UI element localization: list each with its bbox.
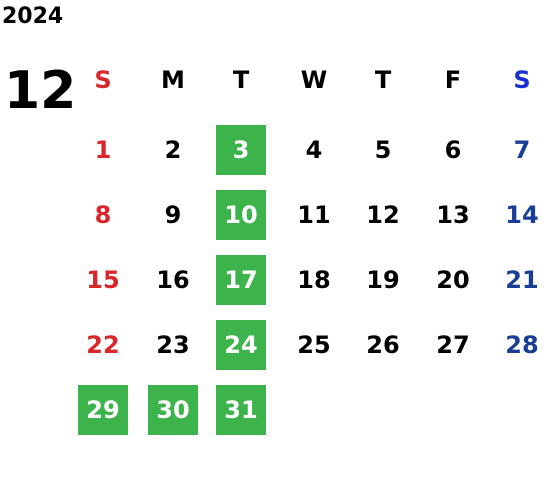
weekday-label: M: [161, 66, 185, 94]
month: 12: [4, 61, 76, 121]
day-number: 6: [445, 136, 462, 164]
day-number: 30: [156, 396, 189, 424]
day-number: 23: [156, 331, 189, 359]
day-number: 28: [505, 331, 538, 359]
day-number: 17: [224, 266, 257, 294]
day-number: 10: [224, 201, 257, 229]
highlight-box: [78, 385, 128, 435]
day-number: 22: [86, 331, 119, 359]
day-number: 21: [505, 266, 538, 294]
day-number: 16: [156, 266, 189, 294]
day-number: 31: [224, 396, 257, 424]
day-number: 11: [297, 201, 330, 229]
day-number: 8: [95, 201, 112, 229]
weekday-label: T: [375, 66, 392, 94]
highlight-box: [216, 320, 266, 370]
day-number: 15: [86, 266, 119, 294]
highlight-box: [216, 125, 266, 175]
weekday-label: S: [94, 66, 111, 94]
day-number: 1: [95, 136, 112, 164]
day-number: 19: [366, 266, 399, 294]
day-number: 3: [233, 136, 250, 164]
day-number: 26: [366, 331, 399, 359]
weekday-label: T: [233, 66, 250, 94]
day-number: 2: [165, 136, 182, 164]
day-number: 24: [224, 331, 257, 359]
highlight-box: [148, 385, 198, 435]
day-number: 14: [505, 201, 538, 229]
day-number: 18: [297, 266, 330, 294]
day-number: 9: [165, 201, 182, 229]
weekday-label: W: [301, 66, 327, 94]
day-number: 29: [86, 396, 119, 424]
weekday-label: F: [445, 66, 461, 94]
day-number: 5: [375, 136, 392, 164]
day-number: 12: [366, 201, 399, 229]
day-number: 7: [514, 136, 531, 164]
day-number: 13: [436, 201, 469, 229]
day-number: 27: [436, 331, 469, 359]
day-number: 25: [297, 331, 330, 359]
highlight-box: [216, 385, 266, 435]
year: 2024: [2, 4, 63, 29]
weekday-label: S: [513, 66, 530, 94]
highlight-box: [216, 255, 266, 305]
day-number: 4: [306, 136, 323, 164]
day-number: 20: [436, 266, 469, 294]
highlight-box: [216, 190, 266, 240]
